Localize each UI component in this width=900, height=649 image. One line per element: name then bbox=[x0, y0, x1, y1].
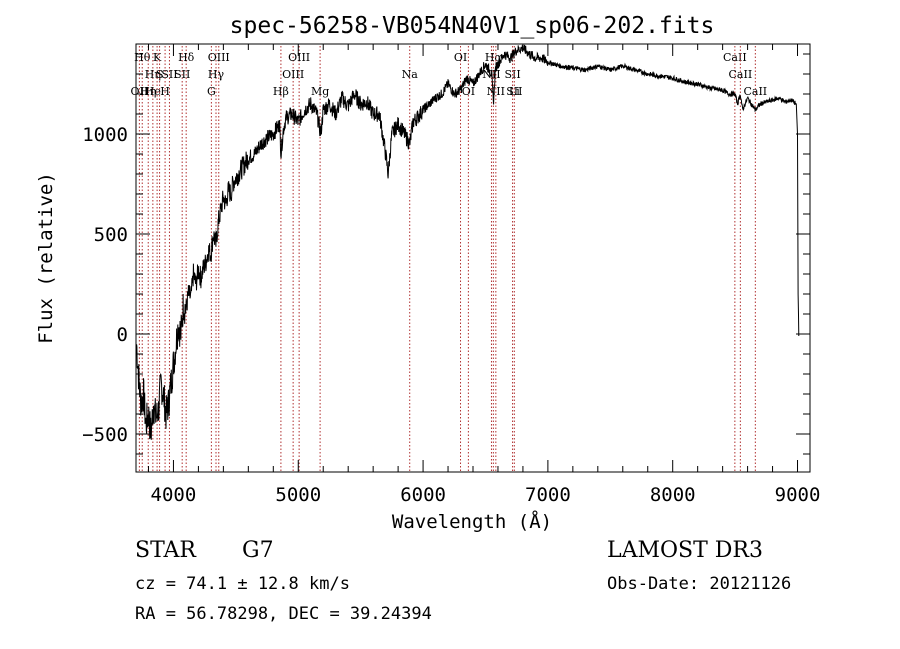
x-tick-label: 4000 bbox=[151, 484, 197, 506]
survey-name: LAMOST DR3 bbox=[607, 538, 763, 563]
spectral-line-label: H bbox=[160, 85, 170, 98]
spectral-line-label: Li bbox=[509, 85, 520, 98]
spectral-line-label: OI bbox=[454, 51, 467, 64]
spectral-line-markers: OIIHθHηHηHeKSHSIISIIHδGHγOIIIHβOIIIOIIIM… bbox=[131, 46, 767, 471]
y-tick-label: 0 bbox=[117, 324, 128, 346]
x-axis-label: Wavelength (Å) bbox=[392, 510, 552, 533]
spectral-line-label: S bbox=[156, 68, 164, 81]
x-tick-label: 9000 bbox=[775, 484, 821, 506]
spectral-line-label: SII bbox=[161, 68, 177, 81]
spectral-line-label: Hδ bbox=[178, 51, 195, 64]
spectral-line-label: SII bbox=[506, 85, 522, 98]
spectral-line-label: OI bbox=[462, 85, 475, 98]
plot-frame bbox=[135, 43, 811, 473]
spectral-line-label: Hγ bbox=[208, 68, 225, 81]
spectral-line-label: Hη bbox=[140, 85, 156, 98]
x-tick-label: 8000 bbox=[650, 484, 696, 506]
spectral-line-label: SII bbox=[174, 68, 190, 81]
spectral-line-label: He bbox=[145, 85, 161, 98]
spectral-line-label: Hβ bbox=[273, 85, 289, 98]
spectral-line-label: CaII bbox=[729, 68, 753, 81]
y-tick-label: 1000 bbox=[82, 124, 128, 146]
object-subclass: G7 bbox=[242, 538, 274, 563]
spectral-line-label: CaII bbox=[743, 85, 767, 98]
spectrum-line bbox=[136, 44, 800, 440]
spectral-line-label: OIII bbox=[282, 68, 304, 81]
spectral-line-label: OIII bbox=[288, 51, 310, 64]
sky-coordinates: RA = 56.78298, DEC = 39.24394 bbox=[135, 604, 432, 624]
spectral-line-label: Hα bbox=[485, 51, 503, 64]
spectral-line-label: Mg bbox=[311, 85, 329, 98]
y-axis-label: Flux (relative) bbox=[35, 172, 57, 344]
chart-title: spec-56258-VB054N40V1_sp06-202.fits bbox=[230, 13, 715, 39]
spectral-line-label: K bbox=[153, 51, 162, 64]
x-tick-label: 5000 bbox=[275, 484, 321, 506]
object-class: STAR bbox=[135, 538, 196, 563]
x-tick-label: 7000 bbox=[525, 484, 571, 506]
spectral-line-label: Na bbox=[402, 68, 419, 81]
observation-date: Obs-Date: 20121126 bbox=[607, 574, 792, 594]
redshift-velocity: cz = 74.1 ± 12.8 km/s bbox=[135, 574, 350, 594]
spectral-line-label: NII bbox=[487, 85, 505, 98]
y-tick-label: 500 bbox=[94, 224, 128, 246]
axis-ticks: 4000 5000 6000 7000 8000 9000 −500 0 500 1000 bbox=[82, 44, 820, 506]
spectral-line-label: G bbox=[207, 85, 216, 98]
y-tick-label: −500 bbox=[82, 424, 128, 446]
spectral-line-label: OIII bbox=[208, 51, 230, 64]
spectral-line-label: OII bbox=[131, 85, 149, 98]
spectral-line-label: SII bbox=[504, 68, 520, 81]
x-tick-label: 6000 bbox=[400, 484, 446, 506]
spectral-line-label: CaII bbox=[723, 51, 747, 64]
